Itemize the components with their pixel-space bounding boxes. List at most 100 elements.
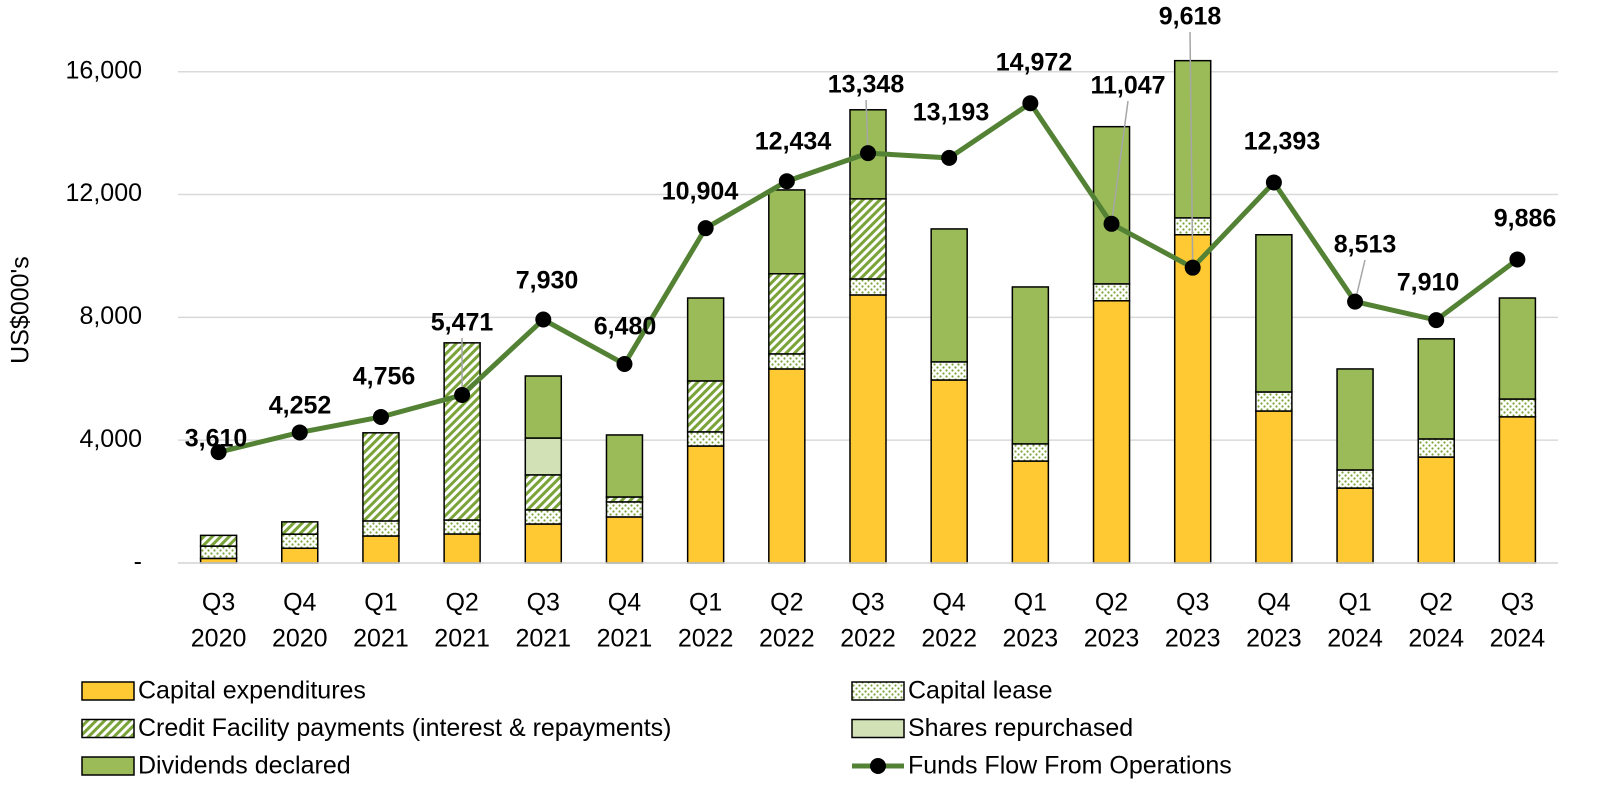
bar-segment [199,545,238,560]
bar-segment [605,516,644,564]
bar-segment [362,432,400,522]
x-tick-label: 2021 [597,625,653,653]
bar-segment [1092,283,1131,302]
x-tick-label: Q2 [445,589,478,617]
y-tick-label: 4,000 [79,425,142,453]
x-tick-label: 2023 [1084,625,1140,653]
x-tick-label: 2020 [191,625,247,653]
line-point [1265,174,1282,191]
bar-segment [443,519,481,535]
bar-segment [768,189,806,275]
bar-segment [199,534,238,547]
x-tick-label: 2021 [515,625,571,653]
legend-swatch [81,756,135,776]
bar-segment [1011,286,1050,445]
x-tick-label: Q3 [527,589,560,617]
line-point [941,149,958,166]
y-tick-label: 8,000 [79,302,142,330]
bar-segment [524,375,563,439]
bar-segment [768,273,806,355]
data-label: 9,886 [1494,205,1557,233]
line-point [291,424,308,441]
x-tick-label: Q3 [851,589,884,617]
legend-swatch [851,681,905,701]
data-label: 3,610 [185,425,248,453]
bar-segment [1336,469,1374,489]
x-tick-label: 2023 [1165,625,1221,653]
bar-segment [930,361,968,381]
line-point [1103,215,1120,232]
x-tick-label: Q4 [1257,589,1290,617]
bar-segment [1255,234,1293,393]
bar-segment [686,297,725,382]
line-point [1428,312,1445,329]
data-label: 4,252 [269,392,332,420]
legend-label: Dividends declared [138,752,351,780]
leader-line [1189,31,1194,268]
x-tick-label: Q1 [689,589,722,617]
bar-segment [1336,368,1374,471]
bar-segment [605,434,644,498]
legend-label: Shares repurchased [908,714,1133,742]
bar-segment [1498,297,1537,400]
data-label: 5,471 [431,309,494,337]
x-tick-label: Q1 [1014,589,1047,617]
data-label: 9,618 [1159,3,1222,31]
data-label: 13,348 [828,71,905,99]
y-tick-label: - [134,548,142,576]
legend-label: Capital lease [908,677,1053,705]
bar-segment [686,445,725,564]
bar-segment [686,431,725,447]
y-tick-label: 16,000 [66,56,142,84]
bar-segment [524,474,563,511]
data-label: 4,756 [353,363,416,391]
y-axis-label: US$000's [7,256,35,364]
x-tick-label: Q2 [1095,589,1128,617]
x-tick-label: 2021 [434,625,490,653]
x-tick-label: Q3 [1176,589,1209,617]
bar-segment [1417,438,1455,458]
line-point [1509,251,1526,268]
x-tick-label: Q4 [283,589,316,617]
x-tick-label: 2021 [353,625,409,653]
bar-segment [281,521,319,535]
bar-segment [605,501,644,518]
bar-segment [1498,398,1537,418]
line-point [1022,95,1039,112]
bar-segment [1498,416,1537,564]
line-point [1184,259,1201,276]
line-point [210,444,227,461]
data-label: 13,193 [913,99,989,127]
data-label: 6,480 [594,313,657,341]
x-tick-label: Q4 [608,589,641,617]
line-point [860,145,876,162]
bar-segment [1336,487,1374,564]
bar-segment [281,533,319,550]
data-label: 11,047 [1090,72,1165,100]
bar-segment [362,535,400,564]
bar-segment [1417,456,1455,564]
x-tick-label: 2022 [678,625,734,653]
bar-segment [524,523,563,564]
x-tick-label: 2024 [1408,625,1464,653]
data-label: 10,904 [662,178,739,206]
legend-label: Funds Flow From Operations [908,752,1232,780]
x-tick-label: 2024 [1490,625,1546,653]
bar-segment [1255,391,1293,412]
line-point [616,356,633,373]
legend-label: Credit Facility payments (interest & rep… [138,714,672,742]
bar-segment [1011,443,1050,462]
x-tick-label: Q3 [202,589,235,617]
line-point [1347,293,1364,310]
bar-segment [930,379,968,564]
x-tick-label: 2020 [272,625,328,653]
x-tick-label: Q2 [770,589,803,617]
x-tick-label: 2022 [840,625,896,653]
bar-segment [281,547,319,564]
x-tick-label: Q2 [1420,589,1453,617]
y-tick-label: 12,000 [66,179,142,207]
data-label: 14,972 [996,49,1072,77]
x-tick-label: Q1 [1338,589,1371,617]
bar-segment [443,533,481,564]
